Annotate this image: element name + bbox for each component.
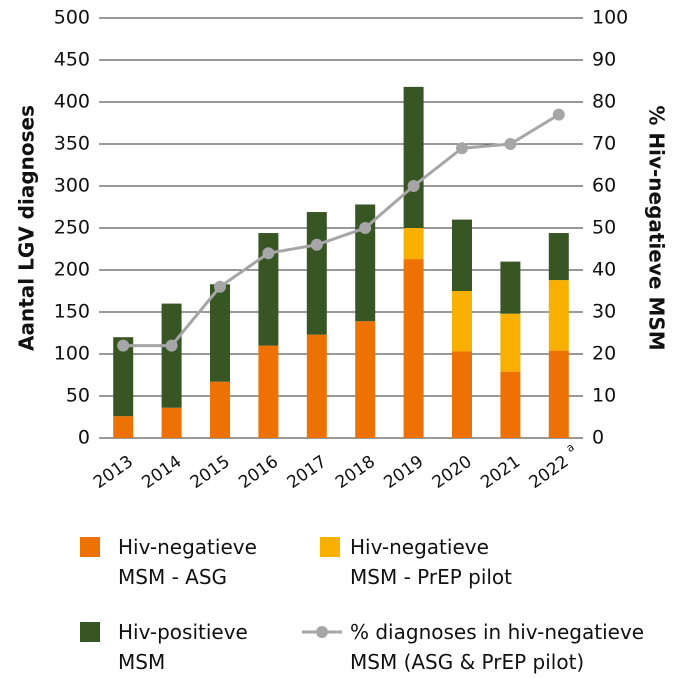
y-tick-label: 0 xyxy=(78,427,90,449)
bar-segment xyxy=(355,321,376,438)
legend-swatch xyxy=(80,537,100,557)
line-point xyxy=(214,280,226,293)
line xyxy=(123,113,560,348)
y-tick-label: 250 xyxy=(54,217,90,239)
bar-segment xyxy=(403,228,424,260)
y-tick-label: 50 xyxy=(66,385,90,407)
bar-segment xyxy=(113,337,134,417)
x-tick-label: 2020 xyxy=(429,452,476,493)
y-tick-label: 200 xyxy=(54,259,90,281)
line-point xyxy=(407,180,420,192)
y-tick-label: 400 xyxy=(54,91,90,113)
bar-segment xyxy=(452,219,472,291)
y2-tick-label: 100 xyxy=(592,7,628,29)
x-tick-label: 2021 xyxy=(477,452,524,493)
y2-tick-label: 50 xyxy=(592,217,616,239)
legend-swatch xyxy=(320,537,340,557)
line-point xyxy=(359,222,372,234)
x-tick-label: 2018 xyxy=(332,452,379,493)
y-tick-label: 100 xyxy=(54,343,90,365)
y2-tick-label: 90 xyxy=(592,49,616,71)
bar-segment xyxy=(500,261,521,314)
footnote-mark: a xyxy=(564,440,577,455)
chart: Aantal LGV diagnoses % Hiv-negatieve MSM… xyxy=(15,7,669,494)
bar-segment xyxy=(306,212,327,335)
legend-point xyxy=(316,626,328,638)
x-tick-label: 2015 xyxy=(187,452,234,493)
bar-segment xyxy=(210,284,230,382)
y2-tick-label: 10 xyxy=(592,385,616,407)
bar-segment xyxy=(403,86,424,228)
y2-tick-label: 60 xyxy=(592,175,616,197)
bar-segment xyxy=(452,291,472,352)
bar-segment xyxy=(258,233,279,346)
bar-segment xyxy=(548,350,569,438)
y-axis-label: Aantal LGV diagnoses xyxy=(15,105,39,351)
bar-segment xyxy=(258,345,279,438)
y-tick-label: 450 xyxy=(54,49,90,71)
bar-segment xyxy=(500,313,521,372)
line-point xyxy=(310,238,323,251)
y-tick-label: 150 xyxy=(54,301,90,323)
line-point xyxy=(117,339,130,352)
legend-label: % diagnoses in hiv-negatieve MSM (ASG & … xyxy=(350,620,645,674)
bar-segment xyxy=(548,280,569,351)
x-tick-label: 2014 xyxy=(138,452,185,493)
y2-tick-label: 40 xyxy=(592,259,616,281)
bar-segment xyxy=(161,407,182,438)
bar-segment xyxy=(306,334,327,438)
bar-segment xyxy=(548,233,569,281)
bar-segment xyxy=(403,259,424,438)
line-point xyxy=(456,142,468,155)
legend-swatch xyxy=(80,622,100,642)
x-tick-label: 2022 xyxy=(526,452,573,493)
x-tick-label: 2016 xyxy=(235,452,282,493)
bar-segment xyxy=(161,303,182,408)
legend-label: Hiv-negatieve MSM - PrEP pilot xyxy=(350,535,513,589)
x-tick-label: 2017 xyxy=(284,452,331,493)
bar-segment xyxy=(355,204,376,322)
bar-segment xyxy=(500,371,521,438)
bar-segment xyxy=(113,416,134,438)
legend-label: Hiv-negatieve MSM - ASG xyxy=(118,535,257,589)
y-tick-label: 500 xyxy=(54,7,90,29)
y2-tick-label: 80 xyxy=(592,91,616,113)
legend-swatch xyxy=(302,626,342,638)
legend-label: Hiv-positieve MSM xyxy=(118,620,248,674)
y2-tick-label: 30 xyxy=(592,301,616,323)
line-point xyxy=(165,339,178,352)
y-tick-label: 350 xyxy=(54,133,90,155)
bar-segment xyxy=(452,351,472,438)
line-point xyxy=(504,138,517,150)
bar-segment xyxy=(210,381,230,438)
y-tick-label: 300 xyxy=(54,175,90,197)
y2-tick-label: 0 xyxy=(592,427,604,449)
y2-tick-label: 20 xyxy=(592,343,616,365)
line-point xyxy=(552,108,565,121)
y2-tick-label: 70 xyxy=(592,133,616,155)
x-tick-label: 2019 xyxy=(380,452,427,493)
line-point xyxy=(262,247,275,260)
y2-axis-label: % Hiv-negatieve MSM xyxy=(645,105,669,350)
x-tick-label: 2013 xyxy=(90,452,137,493)
